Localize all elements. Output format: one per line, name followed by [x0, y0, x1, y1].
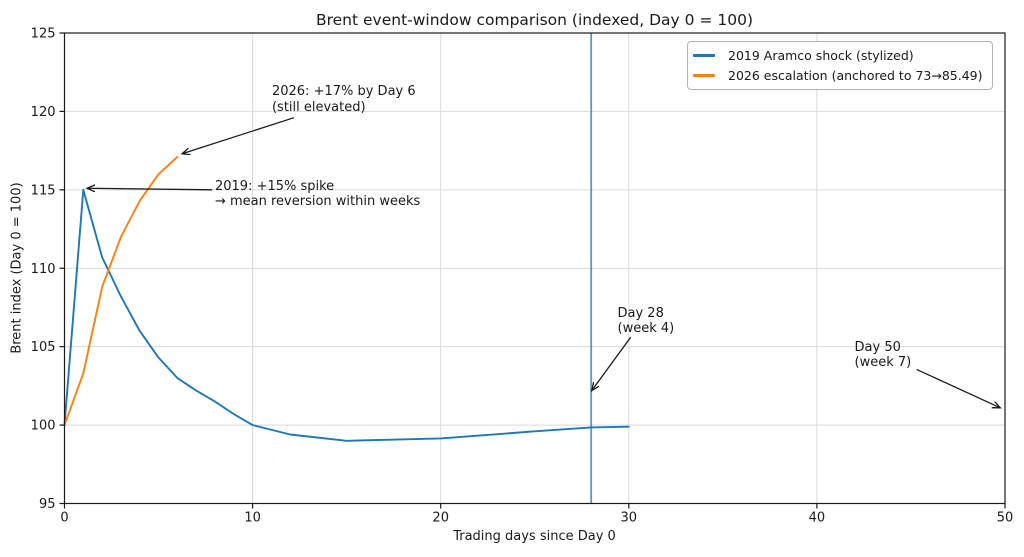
y-tick-label: 125 [31, 27, 56, 42]
legend-item-2026: 2026 escalation (anchored to 73→85.49) [693, 66, 983, 85]
legend-line-swatch-2019 [693, 54, 715, 57]
y-tick-label: 120 [31, 105, 56, 120]
series-line-2026 [63, 155, 179, 427]
legend-label-2019: 2019 Aramco shock (stylized) [728, 48, 914, 63]
annotation-2026-day6: 2026: +17% by Day 6 (still elevated) [272, 84, 416, 115]
y-tick-label: 115 [31, 183, 56, 198]
series-line-2019 [63, 188, 630, 442]
x-tick-labels: 0 10 20 30 40 50 [60, 511, 1013, 526]
legend-item-2019: 2019 Aramco shock (stylized) [693, 46, 983, 65]
axis-ticks [59, 32, 1006, 509]
annotation-line: 2026: +17% by Day 6 [271, 83, 416, 99]
y-tick-labels: 95 100 105 110 115 120 125 [31, 27, 56, 513]
gridlines [64, 32, 1006, 504]
annotation-arrow-2026-day6 [182, 117, 295, 154]
annotation-line: (still elevated) [271, 99, 366, 115]
annotation-arrow-day-28 [592, 336, 632, 390]
series-lines [63, 155, 630, 442]
legend: 2019 Aramco shock (stylized) 2026 escala… [687, 41, 993, 90]
x-tick-label: 30 [621, 511, 638, 526]
y-tick-label: 100 [31, 419, 56, 434]
y-tick-label: 110 [31, 262, 56, 277]
x-tick-label: 20 [432, 511, 449, 526]
y-tick-label: 95 [39, 497, 56, 512]
annotation-2019-spike: 2019: +15% spike → mean reversion within… [215, 179, 420, 210]
y-tick-label: 105 [31, 340, 56, 355]
x-tick-label: 0 [60, 511, 68, 526]
annotation-line: → mean reversion within weeks [214, 194, 421, 210]
annotation-arrow-2019-spike [87, 188, 213, 190]
chart-title: Brent event-window comparison (indexed, … [315, 11, 753, 29]
annotation-day-28: Day 28 (week 4) [618, 306, 675, 337]
annotation-line: (week 7) [854, 355, 912, 371]
y-axis-label: Brent index (Day 0 = 100) [9, 182, 25, 354]
legend-line-swatch-2026 [693, 74, 715, 77]
x-tick-label: 40 [809, 511, 826, 526]
x-tick-label: 10 [244, 511, 261, 526]
annotation-day-50: Day 50 (week 7) [855, 340, 912, 371]
x-tick-label: 50 [997, 511, 1014, 526]
annotation-line: (week 4) [617, 321, 675, 337]
annotation-line: Day 50 [854, 339, 901, 355]
annotation-arrow-day-50 [916, 368, 1001, 407]
legend-label-2026: 2026 escalation (anchored to 73→85.49) [728, 68, 983, 83]
annotation-line: 2019: +15% spike [214, 178, 335, 194]
x-axis-label: Trading days since Day 0 [453, 529, 616, 544]
annotation-line: Day 28 [617, 305, 664, 321]
annotation-arrows [87, 117, 1001, 408]
